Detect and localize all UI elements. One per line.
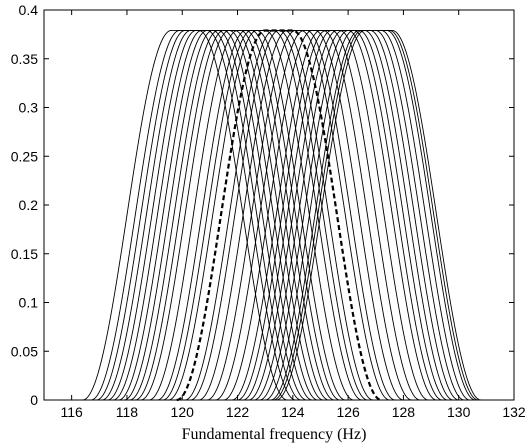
x-tick-label: 120 xyxy=(171,404,195,420)
series-curve-31 xyxy=(276,30,481,401)
y-tick-label: 0.05 xyxy=(11,343,38,359)
curves-layer xyxy=(82,29,481,402)
y-tick-label: 0.15 xyxy=(11,246,38,262)
x-tick-label: 118 xyxy=(116,404,139,420)
plot-background xyxy=(44,10,514,400)
y-tick-label: 0.4 xyxy=(19,2,39,18)
y-tick-label: 0.1 xyxy=(19,295,39,311)
x-tick-label: 116 xyxy=(60,404,83,420)
x-tick-label: 124 xyxy=(281,404,305,420)
plot-frame xyxy=(43,9,515,401)
series-curve-14 xyxy=(168,30,374,401)
y-tick-label: 0.25 xyxy=(11,148,38,164)
ticks-layer: 116 118 120 122 124 126 128 130 132 0 0.05 0.1 0.15 0… xyxy=(11,2,526,420)
x-axis-label: Fundamental frequency (Hz) xyxy=(182,426,367,443)
x-tick-label: 126 xyxy=(336,404,360,420)
y-tick-label: 0.35 xyxy=(11,51,38,67)
y-tick-label: 0.3 xyxy=(19,100,39,116)
y-tick-label: 0.2 xyxy=(19,197,39,213)
x-tick-label: 122 xyxy=(226,404,250,420)
x-tick-label: 130 xyxy=(447,404,471,420)
x-tick-label: 132 xyxy=(502,404,526,420)
y-tick-label: 0 xyxy=(30,392,38,408)
x-tick-label: 128 xyxy=(392,404,416,420)
